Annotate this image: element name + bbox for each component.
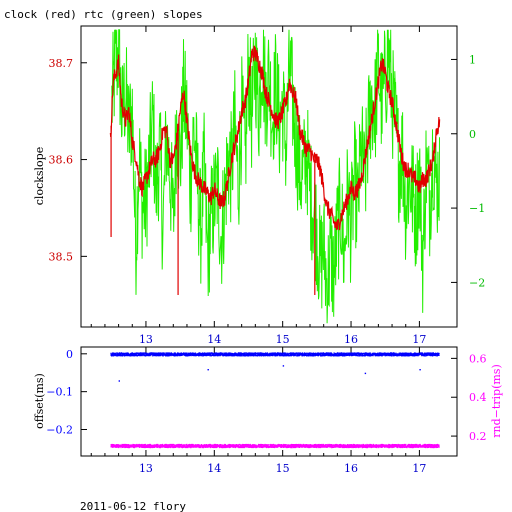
y-right-tick-label: −1 <box>469 202 485 215</box>
offset-series <box>110 352 440 357</box>
rnd-trip-points <box>110 443 440 449</box>
x-tick-label: 15 <box>276 333 290 346</box>
y-left-tick-label: 38.5 <box>49 250 74 263</box>
slopes-y-axis-left: 38.5 38.6 38.7 <box>49 57 87 263</box>
y-left-tick-label: −0.1 <box>46 386 73 399</box>
slopes-series <box>109 29 441 324</box>
clock-slope-series <box>109 45 441 231</box>
offset-outlier <box>419 369 421 371</box>
offset-series <box>110 352 440 449</box>
offset-plot-frame <box>80 346 458 457</box>
offset-y-axis-right: 0.2 0.4 0.6 <box>451 352 487 443</box>
offset-y-axis-left: 0 −0.1 −0.2 <box>46 348 87 437</box>
x-tick-label: 17 <box>412 462 426 475</box>
offset-outlier <box>118 380 120 382</box>
rtc-slope-series <box>111 29 440 324</box>
y-right-tick-label: −2 <box>469 276 485 289</box>
y-right-tick-label: 0 <box>469 128 476 141</box>
clockslope-axis-label: clockslope <box>33 147 46 205</box>
y-right-tick-label: 0.2 <box>469 430 487 443</box>
x-tick-label: 16 <box>344 333 358 346</box>
x-tick-label: 17 <box>412 333 426 346</box>
slopes-x-axis: 13 14 15 16 17 <box>90 26 426 346</box>
rnd-trip-series <box>110 443 440 449</box>
offset-x-axis: 13 14 15 16 17 <box>90 347 426 475</box>
offset-outlier <box>207 369 209 371</box>
offset-outlier <box>282 365 285 367</box>
slopes-y-axis-right: −2 −1 0 1 <box>451 53 485 289</box>
chart-title: clock (red) rtc (green) slopes <box>4 8 203 21</box>
offset-points <box>110 352 440 357</box>
offset-panel: 13 14 15 16 17 0 −0.1 −0.2 0.2 0.4 0.6 offset(ms… <box>33 346 503 475</box>
y-left-tick-label: 38.6 <box>49 154 74 167</box>
y-left-tick-label: −0.2 <box>46 424 73 437</box>
rnd-trip-axis-label: rnd−trip(ms) <box>490 364 503 438</box>
x-tick-label: 14 <box>207 333 221 346</box>
y-left-tick-label: 38.7 <box>49 57 74 70</box>
y-right-tick-label: 0.4 <box>469 391 487 404</box>
y-left-tick-label: 0 <box>66 348 73 361</box>
x-tick-label: 13 <box>139 333 153 346</box>
x-tick-label: 15 <box>276 462 290 475</box>
slopes-panel: 13 14 15 16 17 38.5 38.6 38.7 −2 −1 0 1 clockslop… <box>33 25 485 346</box>
x-tick-label: 14 <box>207 462 221 475</box>
x-tick-label: 16 <box>344 462 358 475</box>
footer-label: 2011-06-12 flory <box>80 500 186 512</box>
offset-axis-label: offset(ms) <box>33 373 46 429</box>
x-tick-label: 13 <box>139 462 153 475</box>
y-right-tick-label: 0.6 <box>469 352 487 365</box>
y-right-tick-label: 1 <box>469 53 476 66</box>
offset-outlier <box>364 372 367 375</box>
